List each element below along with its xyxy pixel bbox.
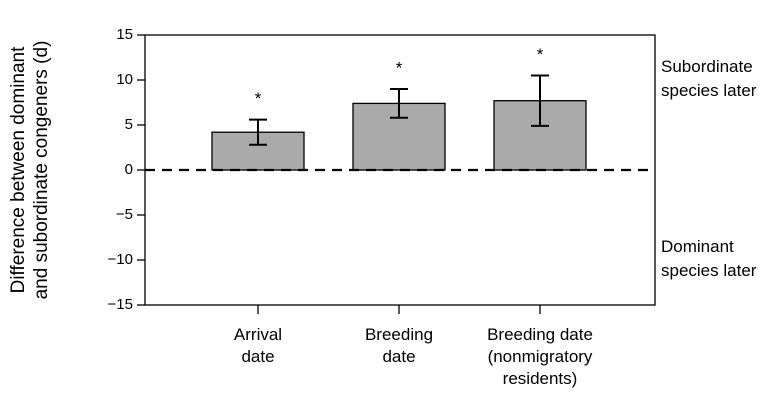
side-label-line: species later (661, 81, 757, 100)
y-tick-label: 10 (116, 71, 133, 88)
x-tick-label-line: Arrival (234, 325, 282, 344)
y-tick-label: 15 (116, 26, 133, 43)
significance-mark: * (396, 58, 403, 77)
x-tick-label: Breeding date (nonmigratory residents) (487, 325, 593, 388)
side-label: Dominant species later (661, 237, 757, 280)
y-tick-label: 0 (125, 161, 133, 178)
y-axis-label-line: and subordinate congeners (d) (31, 41, 52, 300)
x-tick-label-line: date (382, 347, 415, 366)
y-axis-label-line: Difference between dominant (8, 46, 29, 294)
y-axis-label: Difference between dominant and subordina… (8, 41, 52, 300)
side-label-line: species later (661, 261, 757, 280)
side-label-line: Dominant (661, 237, 734, 256)
side-label: Subordinate species later (661, 57, 757, 100)
y-tick-label: −5 (116, 206, 133, 223)
y-tick-label: −10 (108, 251, 133, 268)
x-tick-label-line: Breeding date (487, 325, 593, 344)
x-tick-label-line: residents) (503, 369, 578, 388)
significance-mark: * (255, 89, 262, 108)
y-tick-label: 5 (125, 116, 133, 133)
x-tick-label-line: date (241, 347, 274, 366)
x-tick-label-line: (nonmigratory (488, 347, 593, 366)
y-tick-label: −15 (108, 296, 133, 313)
significance-mark: * (537, 45, 544, 64)
bar (211, 131, 305, 171)
x-tick-label: Arrival date (234, 325, 282, 366)
side-label-line: Subordinate (661, 57, 753, 76)
x-tick-label-line: Breeding (365, 325, 433, 344)
x-tick-label: Breeding date (365, 325, 433, 366)
